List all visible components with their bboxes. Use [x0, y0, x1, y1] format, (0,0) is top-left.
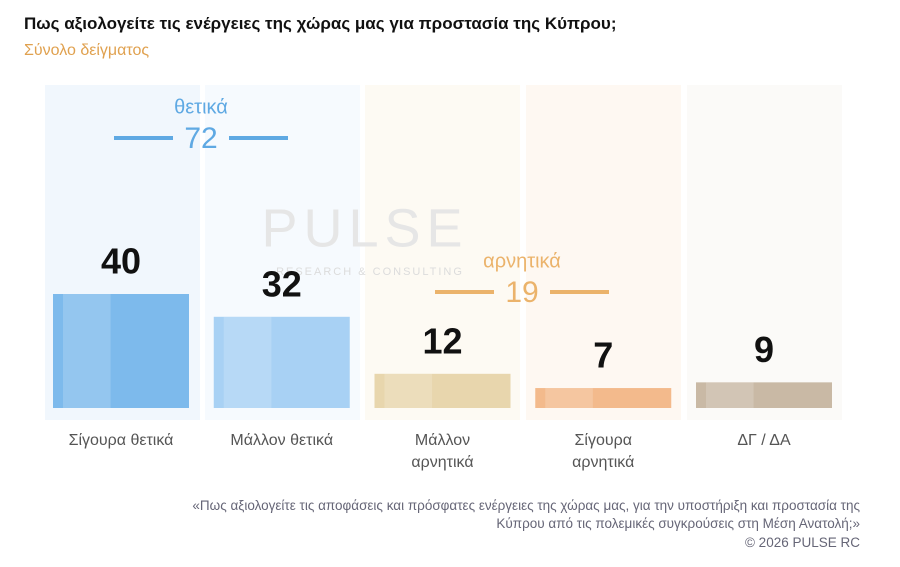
group-name: θετικά	[174, 96, 228, 118]
value-label: 32	[262, 263, 302, 304]
column-panel	[687, 85, 842, 420]
bar-highlight	[545, 388, 593, 408]
bar-highlight	[384, 373, 433, 408]
group-total: 72	[184, 122, 217, 155]
bar	[53, 294, 189, 408]
watermark: PULSE	[261, 198, 468, 258]
x-tick-label: ΔΓ / ΔΑ	[737, 432, 791, 449]
bar-highlight	[706, 382, 754, 408]
value-label: 7	[593, 335, 613, 376]
source: © 2026 PULSE RC	[744, 535, 860, 550]
bar-highlight	[63, 294, 111, 408]
bar	[213, 316, 350, 408]
chart-subtitle: Σύνολο δείγματος	[24, 42, 150, 59]
value-label: 40	[101, 241, 141, 282]
value-label: 12	[422, 320, 462, 361]
bar	[696, 382, 832, 408]
bar	[374, 373, 511, 408]
x-tick-label: Σίγουρα αρνητικά	[572, 432, 635, 471]
bar	[535, 388, 672, 408]
column-panel	[365, 85, 520, 420]
group-name: αρνητικά	[483, 250, 561, 272]
watermark-subtitle: RESEARCH & CONSULTING	[276, 266, 464, 278]
value-label: 9	[754, 329, 774, 370]
chart-title: Πως αξιολογείτε τις ενέργειες της χώρας …	[24, 14, 617, 33]
column-panel	[526, 85, 681, 420]
bar-highlight	[223, 316, 272, 408]
group-total: 19	[505, 276, 538, 309]
x-tick-label: Σίγουρα θετικά	[68, 432, 174, 449]
x-tick-label: Μάλλον θετικά	[230, 432, 334, 449]
x-tick-label: Μάλλον αρνητικά	[411, 432, 474, 471]
footnote: «Πως αξιολογείτε τις αποφάσεις και πρόσφ…	[192, 498, 860, 531]
